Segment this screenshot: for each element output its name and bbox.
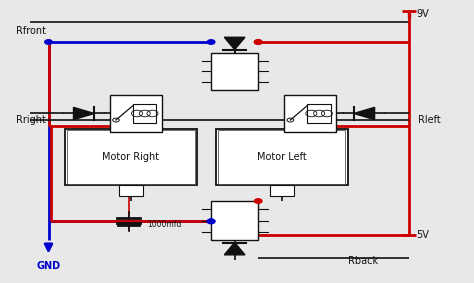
Circle shape (45, 40, 52, 44)
Circle shape (255, 199, 262, 203)
Text: Rleft: Rleft (419, 115, 441, 125)
Bar (284, 95, 336, 132)
Bar (110, 95, 162, 132)
Circle shape (255, 40, 262, 44)
Text: 5V: 5V (416, 230, 429, 240)
Polygon shape (73, 107, 94, 120)
Polygon shape (224, 37, 245, 50)
Bar (65, 129, 197, 185)
Text: Rfront: Rfront (16, 26, 46, 36)
Bar (308, 104, 331, 123)
Text: Rright: Rright (16, 115, 46, 125)
Bar (119, 185, 143, 196)
Text: 1000mfd: 1000mfd (147, 220, 182, 229)
Text: GND: GND (36, 261, 61, 271)
Bar (216, 129, 348, 185)
Bar (270, 185, 293, 196)
Bar (211, 201, 258, 240)
Circle shape (255, 40, 262, 44)
Bar (67, 130, 195, 184)
Text: Rback: Rback (348, 256, 378, 265)
Bar (211, 53, 258, 90)
Circle shape (207, 219, 215, 224)
Circle shape (207, 219, 215, 224)
Polygon shape (354, 107, 374, 120)
Text: Motor Left: Motor Left (257, 152, 307, 162)
Polygon shape (224, 243, 245, 255)
Text: 9V: 9V (416, 9, 429, 19)
Bar (218, 130, 346, 184)
Bar (133, 104, 156, 123)
Text: Motor Right: Motor Right (102, 152, 160, 162)
Circle shape (207, 40, 215, 44)
